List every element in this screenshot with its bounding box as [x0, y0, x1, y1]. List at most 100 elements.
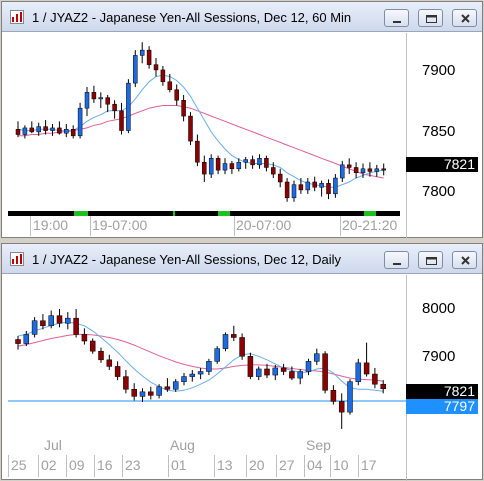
date-axis-label: 13 — [217, 457, 233, 473]
candle-body — [91, 92, 97, 100]
restore-button[interactable] — [418, 251, 443, 269]
close-button[interactable] — [452, 9, 477, 27]
candle-body — [222, 163, 228, 171]
session-bar — [8, 211, 400, 216]
candle-body — [215, 158, 221, 171]
title-bar[interactable]: 1 / JYAZ2 - Japanese Yen-All Sessions, D… — [2, 2, 482, 32]
last-price-marker: 7821 — [406, 157, 478, 172]
date-separator — [214, 455, 215, 477]
candle-body — [257, 158, 262, 166]
candle-body — [146, 49, 152, 65]
date-axis: 25 02 09 16 23 01 13 20 27 04 10 17 — [8, 455, 400, 477]
candle-body — [156, 386, 162, 396]
candle-body — [355, 362, 362, 382]
candle-body — [374, 168, 380, 172]
candle-body — [333, 177, 338, 195]
candle-body — [31, 320, 38, 335]
candle-body — [229, 163, 235, 170]
time-axis-label: 20-21:20 — [342, 217, 398, 233]
candle-body — [148, 391, 154, 396]
candle-body — [112, 103, 117, 112]
candle-body — [105, 97, 110, 105]
month-label: Aug — [170, 437, 195, 453]
date-axis-label: 23 — [125, 457, 141, 473]
price-tick-label: 8000 — [422, 300, 456, 317]
candle-body — [73, 317, 79, 335]
minimize-button[interactable] — [384, 251, 409, 269]
candle-body — [131, 389, 137, 397]
candle-body — [264, 158, 269, 168]
price-chart-daily[interactable] — [8, 275, 406, 435]
restore-button[interactable] — [418, 9, 443, 27]
candle-body — [330, 390, 337, 402]
candle-body — [272, 367, 279, 376]
close-button[interactable] — [452, 251, 477, 269]
title-bar[interactable]: 1 / JYAZ2 - Japanese Yen-All Sessions, D… — [2, 244, 482, 274]
window-title: 1 / JYAZ2 - Japanese Yen-All Sessions, D… — [32, 10, 352, 25]
candle-body — [164, 386, 171, 390]
candle-body — [167, 81, 173, 90]
close-icon — [461, 14, 470, 23]
candle-body — [50, 127, 55, 131]
candle-body — [123, 376, 129, 390]
price-axis-divider — [406, 33, 407, 239]
date-separator — [66, 455, 67, 477]
candle-body — [195, 140, 200, 163]
chart-window-60min[interactable]: 1 / JYAZ2 - Japanese Yen-All Sessions, D… — [1, 1, 483, 239]
minimize-icon — [393, 263, 401, 265]
time-axis-label: 19:00 — [33, 217, 69, 233]
date-axis-label: 27 — [279, 457, 295, 473]
candle-body — [197, 371, 204, 375]
candle-body — [84, 92, 90, 109]
date-separator — [94, 455, 95, 477]
candle-body — [255, 368, 262, 377]
candle-body — [346, 164, 352, 168]
candle-body — [214, 348, 220, 362]
date-separator — [276, 455, 277, 477]
candle-body — [284, 181, 290, 199]
candle-body — [239, 337, 245, 357]
candle-body — [277, 173, 283, 183]
candle-body — [133, 55, 138, 84]
candle-body — [189, 373, 196, 377]
candle-body — [247, 356, 254, 377]
candle-body — [81, 334, 88, 342]
line-price-marker: 7797 — [406, 399, 478, 414]
candle-body — [139, 49, 145, 56]
candle-body — [70, 129, 76, 137]
date-axis-label: 10 — [333, 457, 349, 473]
candle-body — [372, 373, 378, 385]
candle-body — [367, 168, 373, 172]
candle-body — [380, 383, 386, 390]
date-axis-label: 20 — [249, 457, 265, 473]
candle-body — [181, 99, 186, 117]
candle-body — [40, 320, 46, 327]
candle-body — [172, 381, 179, 390]
date-axis-label: 02 — [41, 457, 57, 473]
price-tick-label: 7850 — [422, 123, 456, 140]
candle-body — [77, 107, 83, 137]
candle-body — [15, 129, 21, 135]
candle-body — [160, 69, 166, 83]
candle-body — [174, 89, 179, 101]
candle-body — [353, 167, 359, 174]
candle-body — [291, 184, 297, 199]
candle-body — [15, 339, 21, 344]
window-title: 1 / JYAZ2 - Japanese Yen-All Sessions, D… — [32, 252, 342, 267]
date-separator — [122, 455, 123, 477]
time-axis-label: 20-07:00 — [236, 217, 292, 233]
candle-body — [36, 126, 41, 133]
candle-body — [243, 159, 248, 163]
price-chart-60min[interactable] — [8, 33, 406, 211]
price-tick-label: 7900 — [422, 62, 456, 79]
candle-body — [57, 127, 62, 134]
month-label: Sep — [306, 437, 331, 453]
date-axis-label: 01 — [171, 457, 187, 473]
candle-body — [22, 127, 28, 135]
minimize-button[interactable] — [384, 9, 409, 27]
candle-body — [326, 183, 331, 195]
candle-body — [280, 367, 287, 372]
candle-body — [305, 361, 312, 372]
candle-body — [188, 115, 193, 142]
chart-window-daily[interactable]: 1 / JYAZ2 - Japanese Yen-All Sessions, D… — [1, 243, 483, 481]
